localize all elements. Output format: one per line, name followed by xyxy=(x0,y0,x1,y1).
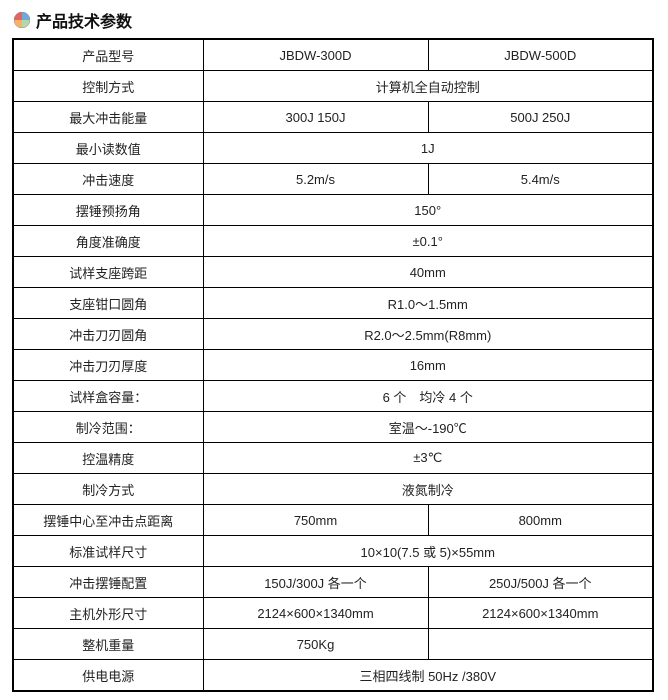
pie-icon xyxy=(14,12,30,28)
table-row: 试样支座跨距40mm xyxy=(13,257,653,288)
spec-label: 制冷方式 xyxy=(13,474,203,505)
spec-label: 控温精度 xyxy=(13,443,203,474)
table-row: 制冷方式液氮制冷 xyxy=(13,474,653,505)
table-row: 标准试样尺寸10×10(7.5 或 5)×55mm xyxy=(13,536,653,567)
spec-label: 供电电源 xyxy=(13,660,203,692)
spec-value xyxy=(428,629,653,660)
spec-label: 整机重量 xyxy=(13,629,203,660)
table-row: 冲击刀刃圆角R2.0～2.5mm(R8mm) xyxy=(13,319,653,350)
spec-label: 制冷范围： xyxy=(13,412,203,443)
spec-value: ±3℃ xyxy=(203,443,653,474)
spec-value: 150° xyxy=(203,195,653,226)
table-row: 支座钳口圆角R1.0～1.5mm xyxy=(13,288,653,319)
table-row: 产品型号JBDW-300DJBDW-500D xyxy=(13,39,653,71)
spec-label: 支座钳口圆角 xyxy=(13,288,203,319)
table-row: 摆锤中心至冲击点距离750mm800mm xyxy=(13,505,653,536)
table-row: 冲击刀刃厚度16mm xyxy=(13,350,653,381)
spec-label: 试样盒容量： xyxy=(13,381,203,412)
spec-value: 250J/500J 各一个 xyxy=(428,567,653,598)
table-row: 供电电源三相四线制 50Hz /380V xyxy=(13,660,653,692)
spec-value: ±0.1° xyxy=(203,226,653,257)
spec-value: 16mm xyxy=(203,350,653,381)
table-row: 最大冲击能量300J 150J500J 250J xyxy=(13,102,653,133)
table-row: 冲击摆锤配置150J/300J 各一个250J/500J 各一个 xyxy=(13,567,653,598)
spec-value: 5.2m/s xyxy=(203,164,428,195)
spec-value: JBDW-500D xyxy=(428,39,653,71)
spec-table: 产品型号JBDW-300DJBDW-500D控制方式计算机全自动控制最大冲击能量… xyxy=(12,38,654,692)
table-row: 控温精度±3℃ xyxy=(13,443,653,474)
spec-value: 2124×600×1340mm xyxy=(428,598,653,629)
spec-value: 800mm xyxy=(428,505,653,536)
spec-label: 最小读数值 xyxy=(13,133,203,164)
spec-label: 摆锤预扬角 xyxy=(13,195,203,226)
spec-value: R1.0～1.5mm xyxy=(203,288,653,319)
spec-label: 冲击速度 xyxy=(13,164,203,195)
spec-value: 750Kg xyxy=(203,629,428,660)
spec-value: 500J 250J xyxy=(428,102,653,133)
table-row: 最小读数值1J xyxy=(13,133,653,164)
spec-value: 300J 150J xyxy=(203,102,428,133)
spec-value: 10×10(7.5 或 5)×55mm xyxy=(203,536,653,567)
spec-value: 三相四线制 50Hz /380V xyxy=(203,660,653,692)
spec-value: 2124×600×1340mm xyxy=(203,598,428,629)
spec-value: 5.4m/s xyxy=(428,164,653,195)
spec-label: 最大冲击能量 xyxy=(13,102,203,133)
table-row: 试样盒容量：6 个 均冷 4 个 xyxy=(13,381,653,412)
table-row: 角度准确度±0.1° xyxy=(13,226,653,257)
spec-value: 1J xyxy=(203,133,653,164)
section-header: 产品技术参数 xyxy=(12,8,656,32)
spec-label: 冲击刀刃厚度 xyxy=(13,350,203,381)
spec-value: 150J/300J 各一个 xyxy=(203,567,428,598)
spec-label: 控制方式 xyxy=(13,71,203,102)
spec-label: 冲击刀刃圆角 xyxy=(13,319,203,350)
section-title: 产品技术参数 xyxy=(36,8,132,32)
spec-label: 试样支座跨距 xyxy=(13,257,203,288)
spec-label: 标准试样尺寸 xyxy=(13,536,203,567)
spec-value: 计算机全自动控制 xyxy=(203,71,653,102)
spec-value: JBDW-300D xyxy=(203,39,428,71)
spec-label: 角度准确度 xyxy=(13,226,203,257)
table-row: 主机外形尺寸2124×600×1340mm2124×600×1340mm xyxy=(13,598,653,629)
spec-label: 产品型号 xyxy=(13,39,203,71)
table-row: 控制方式计算机全自动控制 xyxy=(13,71,653,102)
spec-label: 主机外形尺寸 xyxy=(13,598,203,629)
spec-value: 40mm xyxy=(203,257,653,288)
spec-value: 液氮制冷 xyxy=(203,474,653,505)
table-row: 整机重量750Kg xyxy=(13,629,653,660)
spec-label: 冲击摆锤配置 xyxy=(13,567,203,598)
spec-value: R2.0～2.5mm(R8mm) xyxy=(203,319,653,350)
spec-value: 750mm xyxy=(203,505,428,536)
table-row: 摆锤预扬角150° xyxy=(13,195,653,226)
spec-label: 摆锤中心至冲击点距离 xyxy=(13,505,203,536)
spec-value: 6 个 均冷 4 个 xyxy=(203,381,653,412)
table-row: 冲击速度5.2m/s5.4m/s xyxy=(13,164,653,195)
spec-value: 室温～-190℃ xyxy=(203,412,653,443)
table-row: 制冷范围：室温～-190℃ xyxy=(13,412,653,443)
